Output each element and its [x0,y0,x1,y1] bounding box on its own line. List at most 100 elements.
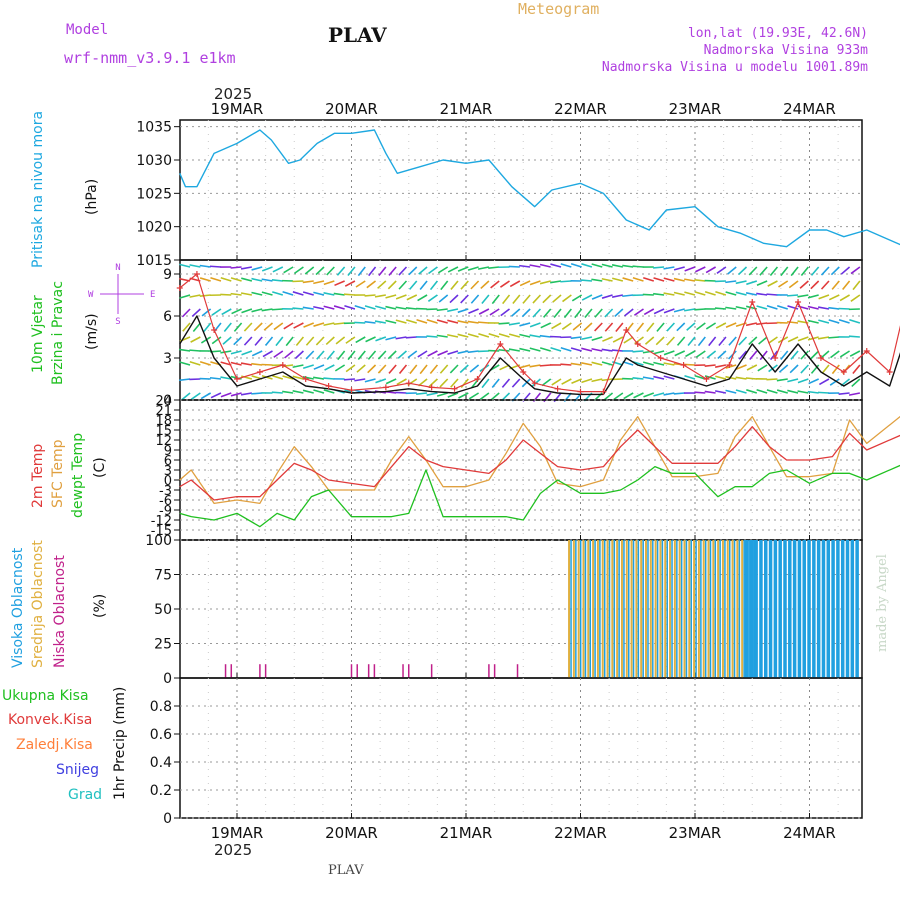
wind-arrow [787,378,799,383]
wind-arrow [209,376,222,380]
compass-e: E [150,290,155,300]
wind-arrow [230,292,242,296]
date-label-bottom: 21MAR [440,824,493,842]
wind-arrow [416,392,428,396]
wind-arrow [539,280,551,285]
wind-arrow [439,364,449,374]
wind-arrow [447,319,459,324]
wind-arrow [787,336,799,343]
wind-arrow [789,364,799,374]
wind-arrow [550,335,562,338]
wind-arrow [302,291,314,296]
wind-arrow [209,265,222,268]
wind-arrow [539,364,551,367]
wind-arrow [447,333,459,338]
wind-arrow [355,280,366,288]
wind-arrow [470,294,480,304]
wind-arrow [673,291,685,296]
wind-arrow [375,378,387,384]
wind-arrow [220,276,232,282]
wind-arrow [418,266,428,275]
wind-arrow [343,293,355,296]
pressure-tick-label: 1025 [136,186,172,202]
date-label-top: 19MAR [211,100,264,118]
wind-arrow [767,280,778,287]
wind-arrow [766,293,778,296]
wind-arrow [737,266,748,276]
pressure-line [179,129,900,248]
wind-arrow [653,361,665,366]
wind-gust-marker [634,341,641,347]
wind-arrow [481,378,490,389]
wind-arrow [757,364,768,372]
wind-arrow [437,350,448,356]
wind-arrow [457,308,469,314]
wind-arrow [179,361,191,366]
wind-arrow [273,350,284,358]
wind-arrow [642,361,654,366]
wind-arrow [354,321,366,324]
wind-arrow [511,308,521,317]
temp-unit: (C) [92,457,108,478]
wind-arrow [563,308,572,319]
wind-arrow [447,266,459,273]
wind-arrow [356,364,366,373]
wind-arrow [756,388,768,394]
wind-arrow [345,336,356,344]
wind-arrow [756,280,768,286]
wind-arrow [583,322,593,332]
wind-arrow [735,291,747,296]
wind-gust-marker [176,285,183,291]
wind-arrow [830,266,840,276]
wind-arrow [210,392,222,399]
wind-gust-line [179,273,900,393]
wind-arrow [831,364,840,375]
wind-arrow [395,336,407,340]
wind-arrow [335,336,346,345]
wind-arrow [663,362,675,366]
cloud-label-high: Visoka Oblacnost [10,547,26,668]
wind-arrow [189,264,201,268]
wind-arrow [601,361,613,366]
wind-arrow [839,350,851,358]
wind-arrow [673,392,685,395]
wind-arrow [313,280,325,285]
wind-arrow [326,350,335,360]
temp-tick-label: 18 [155,414,172,429]
wind-arrow [797,336,809,342]
wind-arrow [222,336,232,345]
wind-arrow [395,306,407,310]
wind-arrow [315,336,325,346]
wind-arrow [735,376,747,380]
model-name: wrf-nmm_v3.9.1 e1km [64,49,236,67]
wind-arrow [460,294,469,304]
wind-arrow [336,266,346,276]
wind-arrow [467,333,479,338]
wind-arrow [529,347,541,352]
wind-arrow [436,392,448,397]
wind-gust-marker [428,384,435,391]
wind-arrow [365,336,376,343]
wind-gust-marker [474,376,481,382]
wind-arrow [385,336,397,341]
model-elevation-label: Nadmorska Visina u modelu 1001.89m [602,60,868,75]
temp-label-dewpt: dewpt Temp [70,433,86,518]
wind-arrow [333,292,345,296]
footer-station: PLAV [328,863,364,878]
wind-arrow [642,376,654,380]
wind-arrow [243,336,253,346]
temp-tick-label: 3 [164,464,172,479]
precip-unit: 1hr Precip (mm) [112,687,128,800]
wind-arrow [344,280,356,287]
wind-arrow [787,294,799,297]
wind-arrow [313,305,325,310]
wind-arrow [817,391,830,394]
cloud-tick-label: 25 [154,637,172,653]
cloud-unit: (%) [92,594,108,618]
wind-arrow [695,350,706,358]
wind-arrow [508,348,520,352]
wind-arrow [211,336,222,345]
temp-tick-label: 12 [155,434,172,449]
wind-title-1: 10m Vjetar [30,295,46,373]
wind-arrow [676,336,686,346]
